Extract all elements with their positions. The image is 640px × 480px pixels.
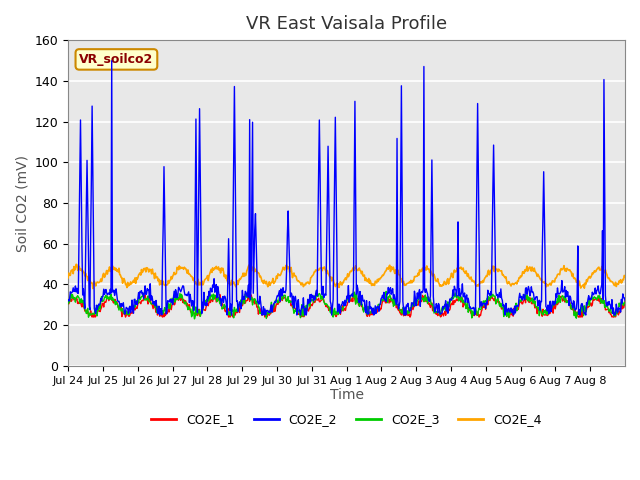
Y-axis label: Soil CO2 (mV): Soil CO2 (mV) [15, 155, 29, 252]
X-axis label: Time: Time [330, 388, 364, 402]
Text: VR_soilco2: VR_soilco2 [79, 53, 154, 66]
Legend: CO2E_1, CO2E_2, CO2E_3, CO2E_4: CO2E_1, CO2E_2, CO2E_3, CO2E_4 [147, 408, 547, 432]
Title: VR East Vaisala Profile: VR East Vaisala Profile [246, 15, 447, 33]
